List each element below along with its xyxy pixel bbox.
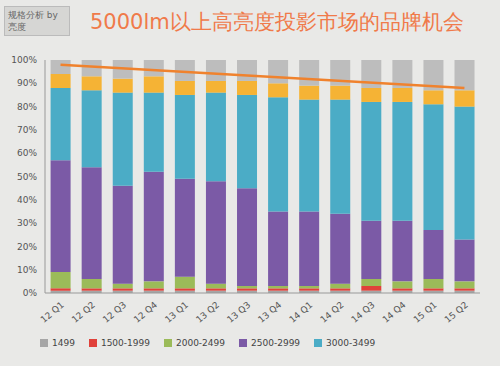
svg-text:30%: 30% [17,218,37,228]
svg-text:50%: 50% [17,172,37,182]
svg-text:14 Q2: 14 Q2 [318,300,345,325]
html-text:2000-2499: 2000-2499 [176,338,225,348]
svg-text:13 Q1: 13 Q1 [163,300,190,325]
svg-text:14 Q1: 14 Q1 [287,300,314,325]
svg-text:40%: 40% [17,195,37,205]
svg-text:14 Q3: 14 Q3 [349,300,376,325]
svg-text:15 Q1: 15 Q1 [412,300,439,325]
svg-text:12 Q2: 12 Q2 [70,300,97,325]
svg-text:80%: 80% [17,102,37,112]
html-text:2500-2999: 2500-2999 [251,338,301,348]
svg-text:0%: 0% [23,288,38,298]
svg-text:13 Q2: 13 Q2 [194,300,221,325]
svg-text:13 Q4: 13 Q4 [256,300,283,325]
html-text:5000lm以上高亮度投影市场的品牌机会: 5000lm以上高亮度投影市场的品牌机会 [90,10,464,34]
svg-text:70%: 70% [17,125,37,135]
html-text:规格分析 by亮度: 规格分析 by亮度 [8,10,58,32]
svg-text:10%: 10% [17,265,37,275]
svg-text:20%: 20% [17,242,37,252]
svg-text:12 Q4: 12 Q4 [132,300,159,325]
html-text:1500-1999: 1500-1999 [100,338,150,348]
svg-text:100%: 100% [11,55,37,65]
svg-text:15 Q2: 15 Q2 [443,300,470,325]
svg-text:12 Q1: 12 Q1 [39,300,66,325]
svg-text:90%: 90% [17,78,37,88]
svg-text:60%: 60% [17,148,37,158]
svg-text:13 Q3: 13 Q3 [225,300,252,325]
svg-text:12 Q3: 12 Q3 [101,300,128,325]
html-text:1499: 1499 [52,338,75,348]
html-text:3000-3499: 3000-3499 [326,338,376,348]
svg-text:14 Q4: 14 Q4 [381,300,408,325]
